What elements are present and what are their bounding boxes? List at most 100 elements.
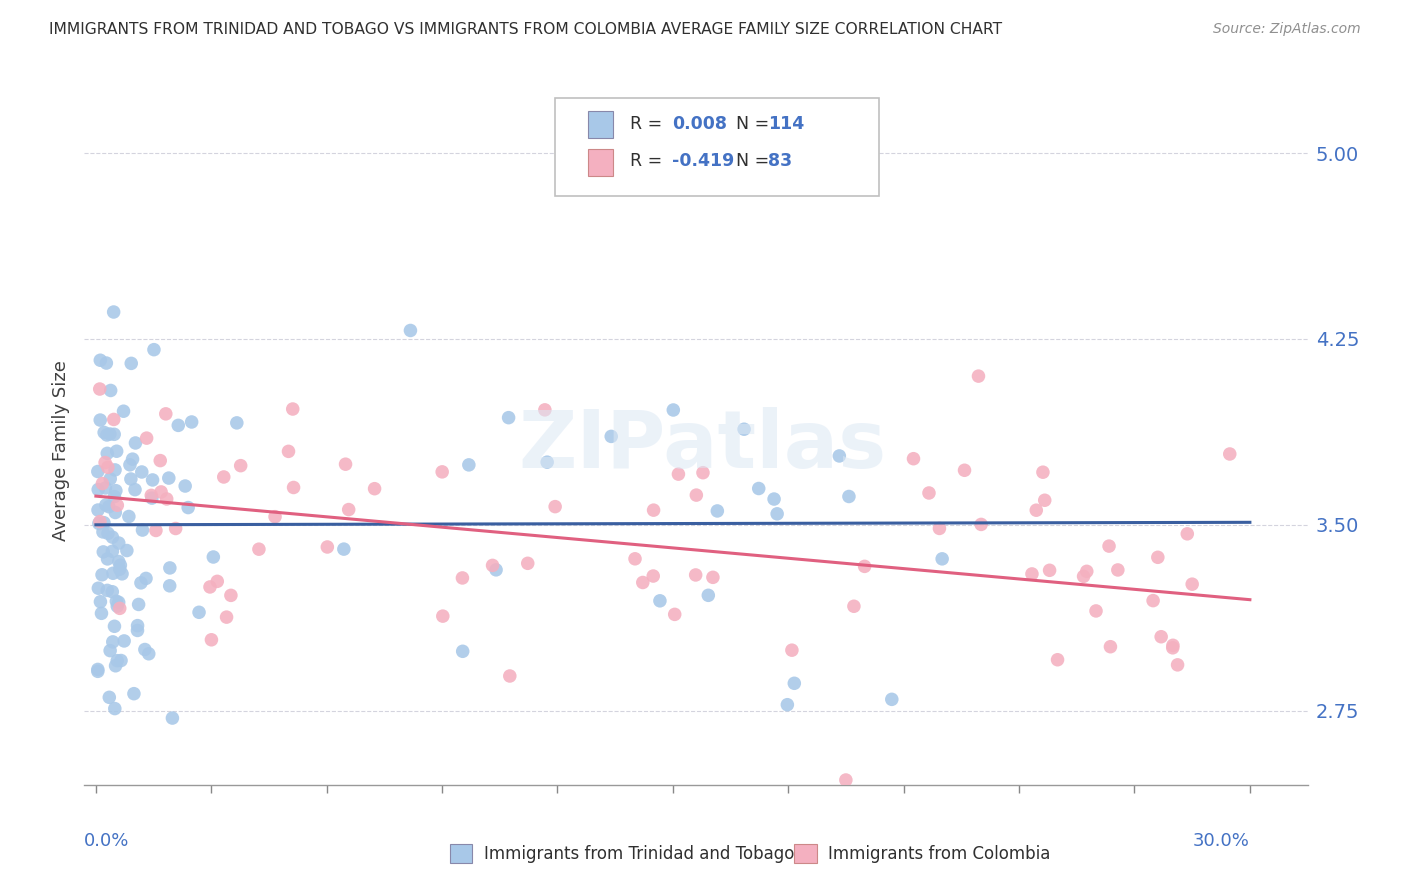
Point (122, 687, 145, 701)
Point (432, 609, 454, 624)
Point (145, 524, 167, 538)
Point (1098, 539, 1121, 553)
Point (127, 618, 149, 632)
Point (697, 588, 720, 602)
Point (485, 563, 508, 577)
Point (685, 488, 707, 502)
Point (110, 653, 132, 667)
Point (498, 410, 520, 425)
Point (198, 580, 221, 594)
Text: 0.008: 0.008 (672, 115, 727, 133)
Point (631, 575, 654, 590)
Point (89, 413, 111, 427)
Point (107, 555, 129, 569)
Point (835, 772, 858, 787)
Point (131, 523, 153, 537)
Point (337, 502, 360, 516)
Point (207, 574, 229, 589)
Point (87, 516, 110, 531)
Point (115, 543, 138, 558)
Point (219, 588, 242, 602)
Point (104, 506, 127, 520)
Point (101, 584, 124, 599)
Point (93, 516, 115, 530)
Point (87, 581, 110, 595)
Point (1142, 593, 1164, 607)
Point (165, 521, 187, 535)
Point (536, 455, 558, 469)
Point (107, 536, 129, 550)
Text: R =: R = (630, 115, 668, 133)
Point (94, 498, 117, 512)
Point (1161, 640, 1184, 655)
Point (120, 356, 142, 370)
Text: IMMIGRANTS FROM TRINIDAD AND TOBAGO VS IMMIGRANTS FROM COLOMBIA AVERAGE FAMILY S: IMMIGRANTS FROM TRINIDAD AND TOBAGO VS I… (49, 22, 1002, 37)
Point (124, 436, 146, 450)
Text: -0.419: -0.419 (672, 153, 734, 170)
Point (142, 343, 165, 357)
Text: 83: 83 (768, 153, 792, 170)
Point (150, 484, 173, 499)
Point (264, 509, 287, 524)
Point (91, 545, 114, 559)
Point (838, 490, 860, 504)
Point (101, 566, 124, 581)
Point (87, 503, 110, 517)
Point (91, 524, 114, 539)
Point (1073, 569, 1095, 583)
Point (128, 598, 150, 612)
Point (1107, 563, 1129, 577)
Point (93, 425, 115, 440)
Text: Immigrants from Trinidad and Tobago: Immigrants from Trinidad and Tobago (484, 845, 794, 863)
Point (247, 542, 270, 557)
Point (87, 665, 110, 679)
Point (1161, 638, 1184, 652)
Point (89, 515, 111, 529)
Point (105, 599, 128, 614)
Point (662, 403, 685, 417)
Point (141, 491, 163, 505)
Point (96, 552, 118, 566)
Point (96, 428, 118, 442)
Point (103, 490, 125, 504)
Point (104, 701, 127, 715)
Point (1219, 447, 1241, 461)
Point (118, 458, 141, 472)
Point (706, 504, 728, 518)
Point (702, 570, 724, 584)
Point (91, 567, 114, 582)
Point (685, 568, 707, 582)
Point (103, 305, 125, 319)
Point (600, 429, 623, 443)
Point (333, 542, 356, 557)
Point (1025, 503, 1047, 517)
Point (918, 486, 941, 500)
Point (138, 647, 160, 661)
Point (643, 569, 665, 583)
Point (648, 594, 671, 608)
Point (1032, 465, 1054, 479)
Y-axis label: Average Family Size: Average Family Size (52, 360, 70, 541)
Point (105, 654, 128, 668)
Point (451, 644, 474, 658)
Point (135, 431, 157, 445)
Point (112, 404, 135, 418)
Point (90, 607, 112, 621)
Point (931, 552, 953, 566)
Point (155, 407, 177, 421)
Point (499, 669, 522, 683)
Point (1167, 657, 1189, 672)
Point (215, 610, 238, 624)
Point (89, 382, 111, 396)
Point (229, 458, 252, 473)
Point (135, 571, 157, 585)
Point (967, 369, 990, 384)
Point (668, 467, 690, 482)
Point (98, 643, 121, 657)
Point (89, 353, 111, 368)
Point (87, 465, 110, 479)
Point (105, 498, 128, 512)
Text: ZIPatlas: ZIPatlas (519, 407, 887, 485)
Point (748, 482, 770, 496)
Point (100, 384, 122, 398)
